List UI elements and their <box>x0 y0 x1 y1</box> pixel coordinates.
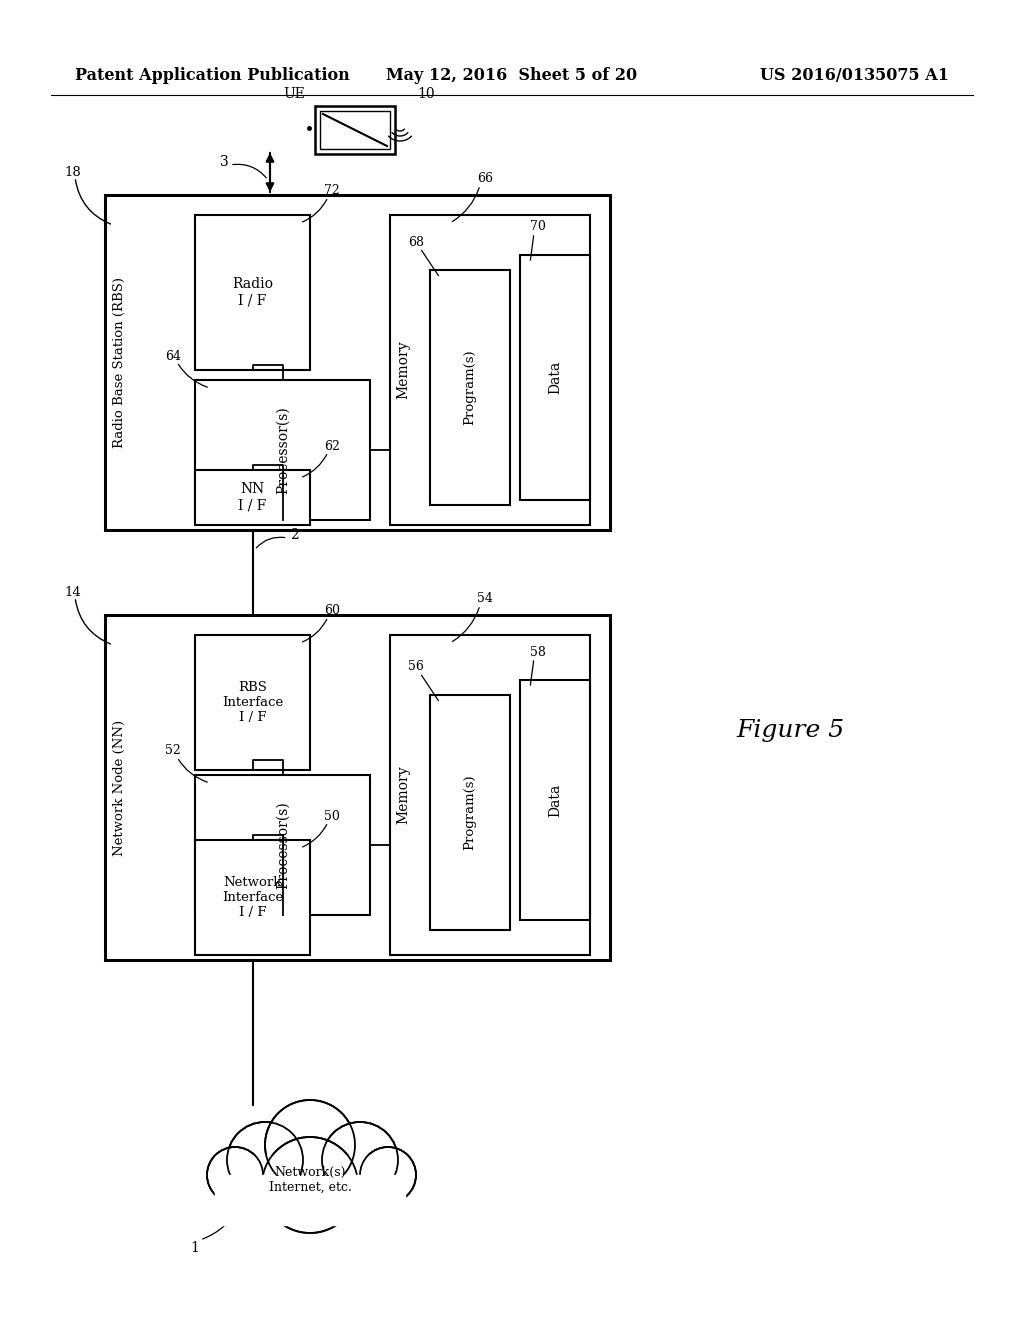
Bar <box>520 680 590 920</box>
Bar <box>315 106 395 154</box>
Text: 18: 18 <box>65 166 81 180</box>
Text: 68: 68 <box>408 235 424 248</box>
Bar <box>195 775 370 915</box>
Text: Radio Base Station (RBS): Radio Base Station (RBS) <box>113 277 126 447</box>
Text: NN
I / F: NN I / F <box>239 482 266 512</box>
Text: Figure 5: Figure 5 <box>736 718 844 742</box>
Text: Network
Interface
I / F: Network Interface I / F <box>222 876 283 919</box>
Text: US 2016/0135075 A1: US 2016/0135075 A1 <box>760 66 949 83</box>
Text: 58: 58 <box>530 645 546 659</box>
Text: Processor(s): Processor(s) <box>275 407 290 494</box>
Text: 62: 62 <box>324 440 340 453</box>
Text: Data: Data <box>548 360 562 395</box>
Text: 1: 1 <box>190 1241 200 1255</box>
Bar <box>105 615 610 960</box>
Bar <box>390 215 590 525</box>
Circle shape <box>265 1100 355 1191</box>
Circle shape <box>207 1147 263 1203</box>
Bar <box>390 635 590 954</box>
Text: 60: 60 <box>324 605 340 618</box>
Text: 52: 52 <box>165 744 181 758</box>
Text: 10: 10 <box>417 87 434 102</box>
Bar <box>195 380 370 520</box>
Text: May 12, 2016  Sheet 5 of 20: May 12, 2016 Sheet 5 of 20 <box>386 66 638 83</box>
Bar <box>430 271 510 506</box>
Text: Network Node (NN): Network Node (NN) <box>113 719 126 855</box>
Bar <box>195 635 310 770</box>
Text: 66: 66 <box>477 173 493 186</box>
Text: 50: 50 <box>324 809 340 822</box>
Text: 2: 2 <box>290 528 299 543</box>
Bar <box>195 215 310 370</box>
Text: Network(s)
Internet, etc.: Network(s) Internet, etc. <box>268 1166 351 1195</box>
Circle shape <box>360 1147 416 1203</box>
Circle shape <box>262 1137 358 1233</box>
Text: Program(s): Program(s) <box>464 350 476 425</box>
Text: 56: 56 <box>408 660 424 673</box>
Text: 72: 72 <box>325 185 340 198</box>
Bar <box>195 840 310 954</box>
Text: Memory: Memory <box>396 341 410 400</box>
Text: UE: UE <box>283 87 305 102</box>
Bar <box>319 111 390 149</box>
Text: 14: 14 <box>65 586 81 599</box>
Text: Patent Application Publication: Patent Application Publication <box>75 66 350 83</box>
Bar <box>105 195 610 531</box>
Text: 54: 54 <box>477 593 493 606</box>
Circle shape <box>227 1122 303 1199</box>
Circle shape <box>322 1122 398 1199</box>
Text: Radio
I / F: Radio I / F <box>232 277 273 308</box>
Text: 3: 3 <box>219 154 228 169</box>
Bar <box>520 255 590 500</box>
Text: 70: 70 <box>530 220 546 234</box>
Bar <box>195 470 310 525</box>
Bar <box>215 1155 406 1195</box>
Text: Memory: Memory <box>396 766 410 824</box>
Text: RBS
Interface
I / F: RBS Interface I / F <box>222 681 283 723</box>
Bar <box>430 696 510 931</box>
Text: Program(s): Program(s) <box>464 775 476 850</box>
Bar <box>215 1175 406 1225</box>
Text: 64: 64 <box>165 350 181 363</box>
Text: Data: Data <box>548 783 562 817</box>
Text: Processor(s): Processor(s) <box>275 801 290 888</box>
